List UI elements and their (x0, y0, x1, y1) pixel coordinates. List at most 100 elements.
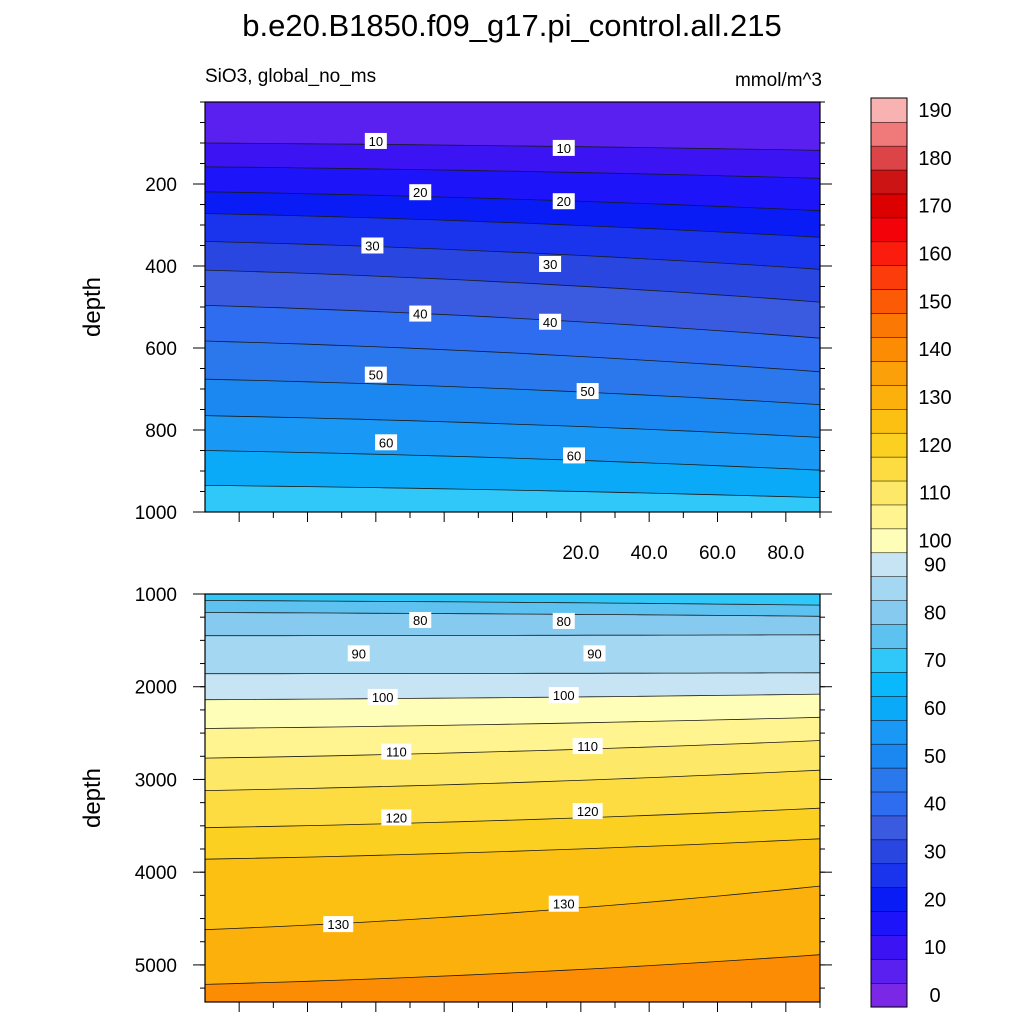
contour-label: 40 (413, 307, 427, 322)
contour-label: 10 (557, 141, 571, 156)
units-label: mmol/m^3 (735, 70, 822, 91)
colorbar-swatch (870, 313, 908, 338)
contour-fills (205, 102, 820, 512)
contour-line (205, 634, 820, 637)
colorbar-label: 60 (924, 698, 946, 720)
contour-line (205, 807, 820, 829)
contour-line (205, 954, 820, 985)
lower-y-axis-label: depth (79, 768, 106, 828)
colorbar-swatch (870, 336, 908, 362)
colorbar-swatch (870, 528, 908, 554)
colorbar-swatch (870, 743, 908, 769)
contour-line (205, 415, 820, 438)
x-tick-label: 20.0 (562, 543, 599, 564)
contour-label: 60 (379, 435, 393, 450)
contour-label-box (539, 313, 562, 330)
colorbar-swatch (870, 911, 908, 936)
colorbar-label: 90 (924, 554, 946, 576)
colorbar-frame (870, 97, 908, 1008)
contour-label-box (409, 305, 432, 322)
colorbar-label: 80 (924, 602, 946, 624)
contour-label-box (364, 132, 387, 149)
y-tick-label: 2000 (135, 678, 177, 699)
colorbar-swatch (870, 863, 908, 888)
colorbar-label: 50 (924, 746, 946, 768)
x-tick-label: 80.0 (767, 543, 804, 564)
colorbar-label: 190 (918, 100, 951, 122)
colorbar-label: 160 (918, 243, 951, 265)
contour-line (205, 241, 820, 270)
colorbar-swatch (870, 145, 908, 171)
colorbar-swatch (870, 456, 908, 482)
colorbar-swatch (870, 982, 908, 1008)
y-tick-label: 3000 (135, 770, 177, 791)
colorbar-swatch (870, 97, 908, 123)
colorbar-label: 70 (924, 650, 946, 672)
contour-label: 50 (580, 384, 594, 399)
contour-label-box (347, 645, 370, 662)
contour-label-box (572, 802, 603, 819)
contour-label-box (323, 916, 354, 933)
contour-band (205, 102, 820, 151)
variable-label: SiO3, global_no_ms (205, 66, 376, 87)
colorbar-swatch (870, 839, 908, 865)
colorbar-label: 170 (918, 196, 951, 218)
colorbar-swatch (870, 767, 908, 793)
contour-label: 80 (413, 613, 427, 628)
colorbar-label: 40 (924, 794, 946, 816)
contour-line (205, 166, 820, 179)
colorbar-swatch (870, 408, 908, 434)
colorbar-swatch (870, 480, 908, 506)
colorbar-label: 30 (924, 842, 946, 864)
colorbar-swatch (870, 504, 908, 530)
y-tick-label: 1000 (135, 503, 177, 524)
contour-label-box (563, 447, 585, 464)
contour-label-box (576, 383, 599, 400)
y-tick-label: 400 (145, 257, 177, 278)
colorbar-swatch (870, 791, 908, 817)
colorbar-label: 0 (929, 985, 940, 1007)
upper-depth-panel: 10 10 20 20 30 30 40 40 50 50 60 60 200 400 600 800 1000… (135, 101, 832, 564)
colorbar-swatch (870, 265, 908, 290)
colorbar-label: 120 (918, 435, 951, 457)
colorbar-label: 10 (924, 937, 946, 959)
contour-line (205, 450, 820, 471)
y-tick-label: 1000 (135, 585, 177, 606)
contour-label-box (367, 688, 398, 705)
contour-label: 40 (543, 315, 557, 330)
contour-label-box (548, 687, 579, 704)
contour-label: 20 (557, 194, 571, 209)
colorbar-label: 130 (918, 387, 951, 409)
colorbar-swatch (870, 193, 908, 219)
contour-line (205, 838, 820, 860)
contour-label-box (381, 743, 412, 760)
contour-label-box (364, 366, 387, 383)
contour-line (205, 612, 820, 617)
colorbar-label: 20 (924, 889, 946, 911)
contour-label: 10 (369, 134, 383, 149)
colorbar-swatch (870, 671, 908, 697)
colorbar-swatch (870, 432, 908, 458)
contour-label-box (552, 139, 575, 156)
contour-label: 100 (372, 690, 394, 705)
contour-line (205, 191, 820, 212)
colorbar-swatch (870, 958, 908, 984)
contour-band (205, 612, 820, 637)
contour-label-box (381, 809, 412, 826)
contour-label: 130 (553, 897, 575, 912)
contour-label-box (375, 434, 398, 451)
y-tick-label: 200 (145, 175, 177, 196)
contour-line (205, 213, 820, 238)
contour-label: 80 (557, 614, 571, 629)
contour-line (205, 769, 820, 791)
colorbar-label: 140 (918, 339, 951, 361)
y-tick-label: 600 (145, 339, 177, 360)
contour-label: 100 (553, 688, 575, 703)
contour-line (205, 672, 820, 675)
x-tick-label: 60.0 (699, 543, 736, 564)
lower-depth-panel: 80 80 90 90 100 100 110 110 120 120 130 130 1000 2000… (135, 585, 832, 1012)
upper-y-axis-label: depth (79, 277, 106, 337)
y-tick-label: 800 (145, 421, 177, 442)
contour-label-box (552, 193, 575, 210)
